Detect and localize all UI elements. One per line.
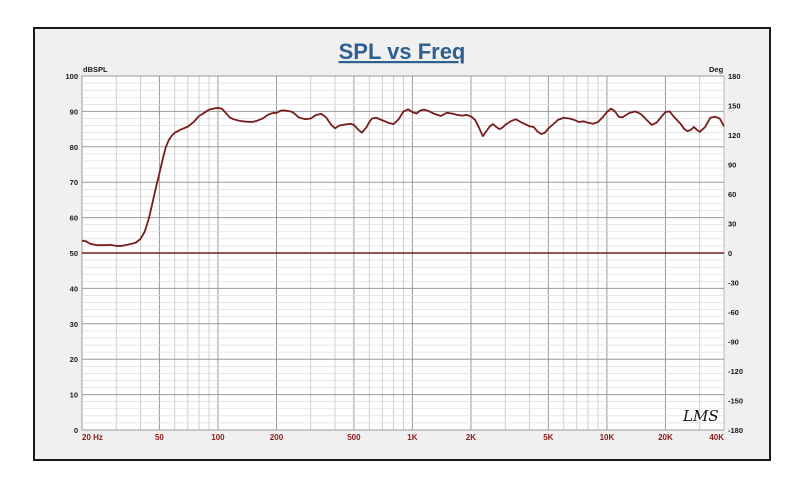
y2-tick-label: -180 — [728, 426, 743, 435]
left-axis-unit: dBSPL — [83, 65, 108, 74]
y2-tick-label: -90 — [728, 338, 739, 347]
y2-tick-label: 30 — [728, 220, 736, 229]
x-tick-label: 2K — [466, 433, 476, 442]
x-axis-ticks: 20 Hz 50 100 200 500 1K 2K 5K 10K 20K 40K — [82, 433, 724, 442]
y-tick-label: 60 — [70, 214, 78, 223]
y2-tick-label: 180 — [728, 72, 741, 81]
x-tick-label: 20K — [658, 433, 673, 442]
y2-tick-label: -150 — [728, 397, 743, 406]
right-axis-unit: Deg — [709, 65, 724, 74]
y2-tick-label: 150 — [728, 102, 741, 111]
x-tick-label: 5K — [543, 433, 553, 442]
y-tick-label: 0 — [74, 426, 78, 435]
series — [81, 106, 725, 254]
y2-tick-label: 120 — [728, 131, 741, 140]
x-tick-label: 40K — [709, 433, 724, 442]
x-tick-label: 50 — [155, 433, 164, 442]
y2-tick-label: 60 — [728, 190, 736, 199]
y2-tick-label: -30 — [728, 279, 739, 288]
y2-tick-label: -120 — [728, 367, 743, 376]
spl-vs-freq-chart: SPL vs Freq dBSPL Deg 0 10 20 30 40 50 60 70 80 9… — [65, 39, 743, 442]
x-tick-label: 1K — [407, 433, 417, 442]
x-tick-label: 500 — [347, 433, 361, 442]
x-tick-label: 20 Hz — [82, 433, 103, 442]
lms-watermark: LMS — [682, 407, 719, 425]
left-axis-ticks: 0 10 20 30 40 50 60 70 80 90 100 — [65, 72, 78, 435]
chart-title: SPL vs Freq — [339, 39, 466, 64]
x-tick-label: 100 — [211, 433, 225, 442]
y-tick-label: 30 — [70, 320, 78, 329]
spl-curve — [81, 106, 725, 247]
y2-tick-label: 0 — [728, 249, 732, 258]
right-axis-ticks: -180 -150 -120 -90 -60 -30 0 30 60 90 120 150 180 — [728, 72, 743, 435]
y-tick-label: 40 — [70, 284, 78, 293]
y-tick-label: 80 — [70, 143, 78, 152]
x-tick-label: 200 — [270, 433, 284, 442]
y-tick-label: 50 — [70, 249, 78, 258]
y-tick-label: 20 — [70, 355, 78, 364]
y2-tick-label: -60 — [728, 308, 739, 317]
y-tick-label: 10 — [70, 391, 78, 400]
chart-frame: SPL vs Freq dBSPL Deg 0 10 20 30 40 50 60 70 80 9… — [33, 27, 771, 461]
y2-tick-label: 90 — [728, 161, 736, 170]
y-tick-label: 100 — [65, 72, 78, 81]
y-tick-label: 70 — [70, 178, 78, 187]
y-tick-label: 90 — [70, 107, 78, 116]
x-tick-label: 10K — [600, 433, 615, 442]
